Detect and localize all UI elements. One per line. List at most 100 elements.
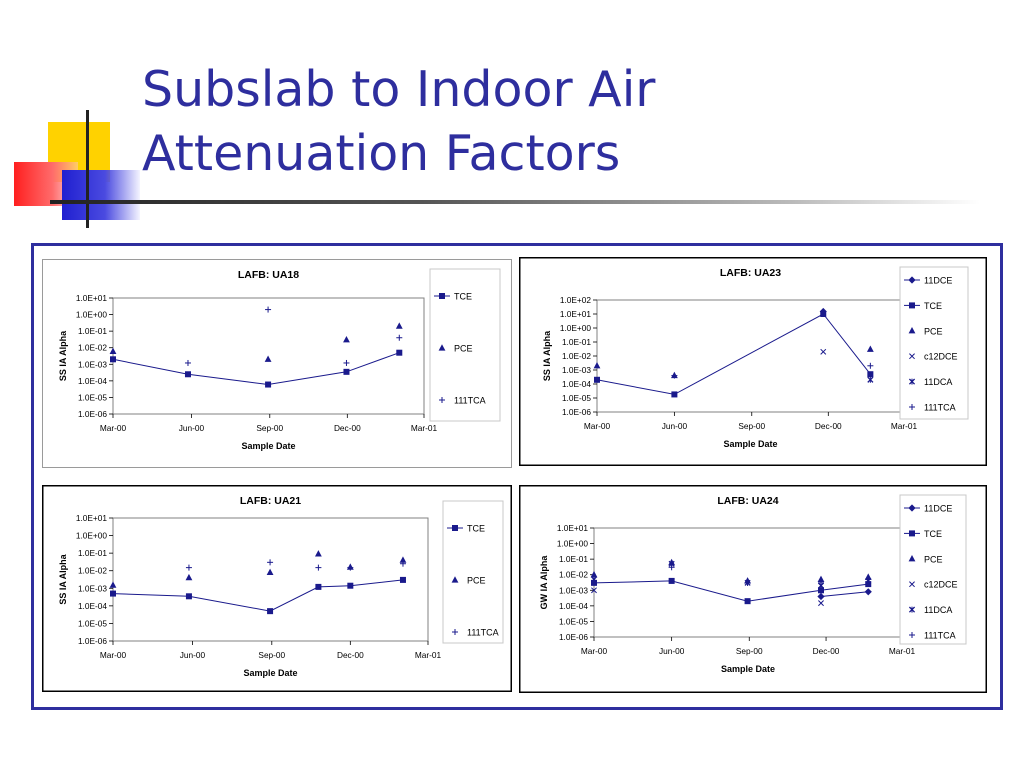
data-point-pce <box>590 570 598 578</box>
x-axis-label: Sample Date <box>243 668 297 678</box>
x-tick-label: Sep-00 <box>256 423 283 433</box>
chart-title: LAFB: UA21 <box>240 495 301 507</box>
legend-label: 11DCE <box>924 276 952 286</box>
legend-marker-11dca <box>908 378 916 385</box>
y-tick-label: 1.0E-01 <box>559 554 588 564</box>
chart-ua24: LAFB: UA24 1.0E-06 1.0E-05 1.0E-04 1.0E-03 1.… <box>519 485 987 693</box>
data-point-pce <box>395 322 403 329</box>
data-point-pce <box>109 581 117 588</box>
deco-blue-square <box>62 170 140 220</box>
chart-title: LAFB: UA23 <box>720 267 781 279</box>
legend-label: 11DCA <box>924 605 952 615</box>
legend: 11DCE TCE PCE c12DCE 11DCA 111TCA <box>899 266 969 420</box>
data-point-c12dce <box>818 600 824 607</box>
legend-marker-11dca <box>908 606 916 613</box>
data-point-pce <box>266 568 274 576</box>
data-point-11dce <box>817 592 825 601</box>
x-tick-label: Sep-00 <box>258 650 285 660</box>
y-tick-label: 1.0E+01 <box>76 293 108 303</box>
data-point-pce <box>399 556 407 563</box>
data-point-111tca <box>817 579 824 586</box>
chart-svg: LAFB: UA23 1.0E-06 1.0E-05 1.0E-04 1.0E-03 1.… <box>519 257 987 466</box>
legend-label: 111TCA <box>924 403 956 413</box>
legend-marker-11dce <box>908 504 916 512</box>
data-point-tce <box>110 590 116 597</box>
data-point-111tca <box>591 577 597 584</box>
data-point-tce <box>184 371 191 378</box>
data-point-111tca <box>343 359 350 366</box>
data-point-111tca <box>315 564 322 571</box>
chart-svg: LAFB: UA21 1.0E-06 1.0E-05 1.0E-04 1.0E-03 1.… <box>42 485 512 692</box>
y-axis-label: SS IA Alpha <box>58 553 68 604</box>
legend-marker-111tca <box>452 629 458 635</box>
legend-marker-c12dce <box>909 581 915 588</box>
x-axis-label: Sample Date <box>723 439 777 449</box>
y-tick-label: 1.0E+02 <box>560 295 592 305</box>
chart-ua18: LAFB: UA18 1.0E-06 1.0E-05 1.0E-04 1.0E-03 1.… <box>42 259 512 468</box>
y-tick-label: 1.0E+01 <box>557 523 589 533</box>
data-point-111tca <box>265 306 272 313</box>
y-tick-label: 1.0E+00 <box>76 531 108 541</box>
legend-label: 11DCE <box>924 504 952 514</box>
data-point-111tca <box>399 560 406 567</box>
y-tick-label: 1.0E-02 <box>78 343 107 353</box>
data-point-111tca <box>185 564 192 571</box>
legend-box <box>442 500 504 644</box>
legend-marker-pce <box>438 344 446 351</box>
slide-title-line-2: Attenuation Factors <box>142 125 621 182</box>
legend-label: c12DCE <box>924 352 958 362</box>
x-tick-label: Dec-00 <box>815 421 842 431</box>
y-tick-label: 1.0E-05 <box>78 392 107 402</box>
chart-title: LAFB: UA18 <box>238 269 299 281</box>
y-tick-label: 1.0E-03 <box>559 585 588 595</box>
data-point-tce <box>668 577 675 584</box>
x-tick-label: Dec-00 <box>813 646 840 656</box>
y-tick-label: 1.0E-06 <box>78 409 107 419</box>
data-point-111tca <box>396 334 403 341</box>
y-tick-label: 1.0E-05 <box>559 616 588 626</box>
data-point-tce <box>671 391 678 398</box>
legend-label: TCE <box>924 301 942 311</box>
data-point-pce <box>185 573 193 581</box>
legend-label: TCE <box>467 524 485 534</box>
chart-svg: LAFB: UA24 1.0E-06 1.0E-05 1.0E-04 1.0E-03 1.… <box>519 485 987 693</box>
y-tick-label: 1.0E-02 <box>559 570 588 580</box>
x-tick-label: Mar-01 <box>889 646 916 656</box>
data-point-111tca <box>184 359 191 366</box>
data-point-111tca <box>267 559 274 566</box>
x-tick-label: Jun-00 <box>179 423 205 433</box>
data-point-tce <box>867 371 874 378</box>
data-point-pce <box>343 336 350 343</box>
data-point-tce <box>594 376 600 383</box>
x-tick-label: Jun-00 <box>180 650 206 660</box>
data-point-tce <box>347 582 354 589</box>
data-point-tce <box>817 587 824 594</box>
y-tick-label: 1.0E-04 <box>78 376 107 386</box>
plot-area <box>112 297 425 415</box>
data-point-11dce <box>864 588 872 596</box>
y-tick-label: 1.0E-01 <box>78 548 107 558</box>
slide-title: Subslab to Indoor Air Attenuation Factor… <box>142 58 1002 186</box>
x-tick-label: Sep-00 <box>738 421 765 431</box>
x-tick-label: Mar-01 <box>415 650 442 660</box>
x-tick-label: Mar-01 <box>891 421 918 431</box>
data-point-tce <box>399 576 406 583</box>
data-point-111tca <box>865 576 872 583</box>
x-axis-label: Sample Date <box>721 664 775 674</box>
data-point-tce <box>110 356 116 363</box>
y-tick-label: 1.0E-06 <box>559 632 588 642</box>
legend-marker-111tca <box>909 404 915 410</box>
legend-label: 11DCA <box>924 377 952 387</box>
data-point-tce <box>396 349 403 356</box>
legend-label: 111TCA <box>454 396 486 406</box>
legend-label: TCE <box>454 292 472 302</box>
y-tick-label: 1.0E-04 <box>562 379 591 389</box>
deco-vertical-line <box>86 110 89 228</box>
legend-box <box>899 494 967 645</box>
data-point-pce <box>593 361 601 369</box>
x-tick-label: Mar-01 <box>411 423 438 433</box>
data-point-111tca <box>867 362 874 369</box>
y-tick-label: 1.0E+00 <box>76 310 108 320</box>
y-tick-label: 1.0E+01 <box>76 513 108 523</box>
data-point-c12dce <box>820 348 827 355</box>
